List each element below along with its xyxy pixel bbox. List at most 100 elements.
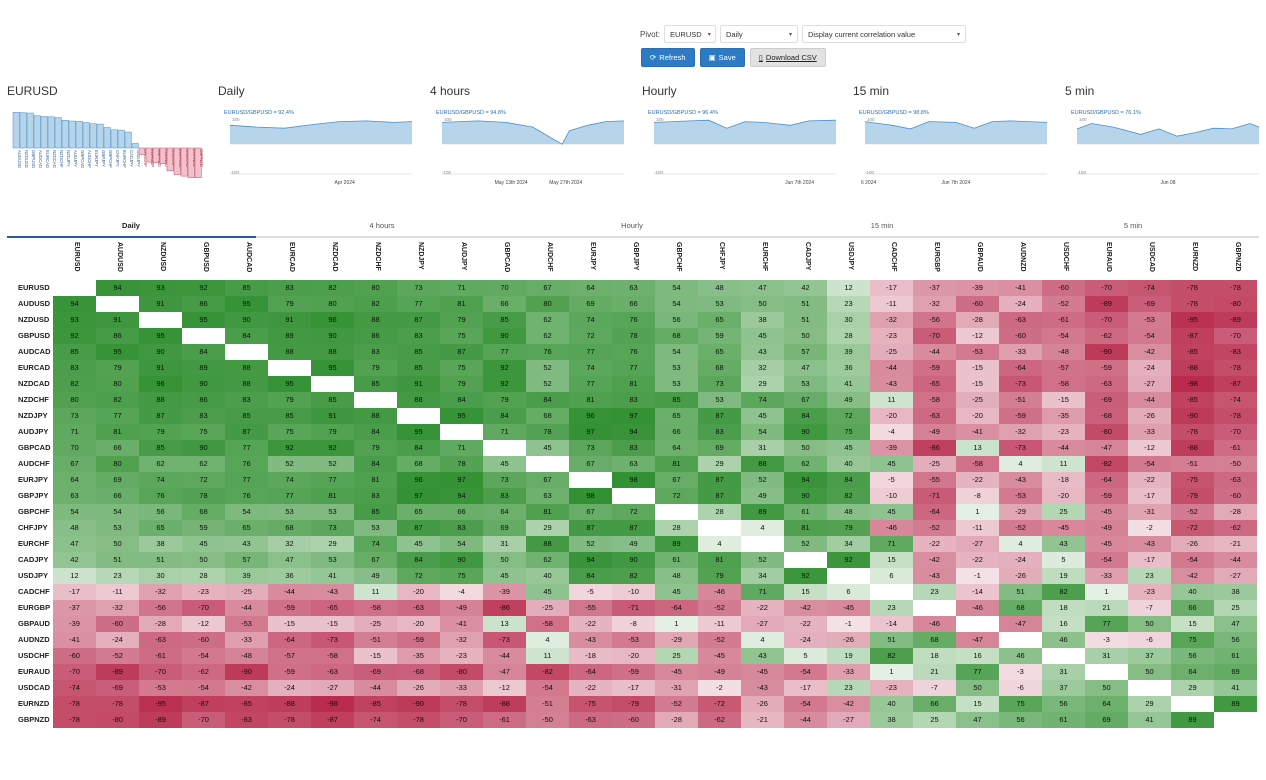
correlation-cell[interactable]: -70: [139, 664, 182, 680]
correlation-cell[interactable]: 66: [612, 296, 655, 312]
correlation-cell[interactable]: 82: [1042, 584, 1085, 600]
correlation-cell[interactable]: 38: [870, 712, 913, 728]
correlation-cell[interactable]: -37: [913, 280, 956, 296]
correlation-cell[interactable]: -64: [1085, 472, 1128, 488]
correlation-cell[interactable]: -15: [311, 616, 354, 632]
correlation-cell[interactable]: -78: [397, 712, 440, 728]
correlation-cell[interactable]: -82: [526, 664, 569, 680]
correlation-cell[interactable]: -44: [354, 680, 397, 696]
correlation-cell[interactable]: 48: [53, 520, 96, 536]
correlation-cell[interactable]: 89: [655, 536, 698, 552]
correlation-cell[interactable]: -89: [96, 664, 139, 680]
correlation-cell[interactable]: 41: [1214, 680, 1257, 696]
correlation-cell[interactable]: -6: [1128, 632, 1171, 648]
correlation-cell[interactable]: 43: [1042, 536, 1085, 552]
correlation-cell[interactable]: 83: [612, 392, 655, 408]
correlation-cell[interactable]: -74: [1128, 280, 1171, 296]
correlation-cell[interactable]: 71: [53, 424, 96, 440]
correlation-cell[interactable]: 94: [569, 552, 612, 568]
correlation-cell[interactable]: 81: [440, 296, 483, 312]
correlation-cell[interactable]: 74: [268, 472, 311, 488]
correlation-cell[interactable]: [569, 472, 612, 488]
correlation-cell[interactable]: 90: [225, 312, 268, 328]
correlation-cell[interactable]: 83: [354, 488, 397, 504]
correlation-cell[interactable]: -58: [526, 616, 569, 632]
correlation-cell[interactable]: 87: [139, 408, 182, 424]
correlation-cell[interactable]: -58: [1042, 376, 1085, 392]
correlation-cell[interactable]: 53: [268, 504, 311, 520]
correlation-cell[interactable]: -61: [139, 648, 182, 664]
correlation-cell[interactable]: 71: [483, 424, 526, 440]
column-header[interactable]: EURGBP: [913, 240, 956, 278]
correlation-cell[interactable]: -25: [956, 392, 999, 408]
correlation-cell[interactable]: -45: [655, 664, 698, 680]
correlation-cell[interactable]: -82: [1085, 456, 1128, 472]
correlation-cell[interactable]: -78: [1214, 408, 1257, 424]
correlation-cell[interactable]: 4: [741, 520, 784, 536]
correlation-cell[interactable]: -73: [311, 632, 354, 648]
correlation-cell[interactable]: -47: [483, 664, 526, 680]
column-header[interactable]: CHFJPY: [698, 240, 741, 278]
correlation-cell[interactable]: 75: [268, 424, 311, 440]
correlation-cell[interactable]: -90: [225, 664, 268, 680]
correlation-cell[interactable]: 84: [526, 392, 569, 408]
correlation-cell[interactable]: 95: [311, 360, 354, 376]
correlation-cell[interactable]: 80: [96, 376, 139, 392]
correlation-cell[interactable]: -44: [1042, 440, 1085, 456]
correlation-cell[interactable]: 16: [1042, 616, 1085, 632]
correlation-cell[interactable]: 56: [139, 504, 182, 520]
correlation-cell[interactable]: 29: [311, 536, 354, 552]
correlation-cell[interactable]: 54: [741, 424, 784, 440]
correlation-cell[interactable]: 87: [440, 344, 483, 360]
pivot-select[interactable]: EURUSD ▾: [664, 25, 717, 43]
correlation-cell[interactable]: -98: [311, 696, 354, 712]
correlation-cell[interactable]: 50: [784, 328, 827, 344]
correlation-cell[interactable]: 4: [741, 632, 784, 648]
correlation-cell[interactable]: 64: [1085, 696, 1128, 712]
correlation-cell[interactable]: 23: [913, 584, 956, 600]
correlation-cell[interactable]: -35: [1042, 408, 1085, 424]
correlation-cell[interactable]: 81: [311, 488, 354, 504]
correlation-cell[interactable]: 49: [741, 488, 784, 504]
correlation-cell[interactable]: -32: [870, 312, 913, 328]
correlation-cell[interactable]: 77: [1085, 616, 1128, 632]
correlation-cell[interactable]: 67: [784, 392, 827, 408]
correlation-cell[interactable]: 94: [784, 472, 827, 488]
correlation-cell[interactable]: 52: [526, 376, 569, 392]
correlation-cell[interactable]: 64: [483, 504, 526, 520]
correlation-cell[interactable]: -43: [311, 584, 354, 600]
correlation-cell[interactable]: -51: [526, 696, 569, 712]
correlation-cell[interactable]: -7: [1128, 600, 1171, 616]
correlation-cell[interactable]: 80: [311, 296, 354, 312]
correlation-cell[interactable]: -42: [784, 600, 827, 616]
correlation-cell[interactable]: 68: [655, 328, 698, 344]
correlation-cell[interactable]: -15: [1042, 392, 1085, 408]
correlation-cell[interactable]: -22: [956, 472, 999, 488]
correlation-cell[interactable]: 82: [827, 488, 870, 504]
correlation-cell[interactable]: 91: [139, 360, 182, 376]
correlation-cell[interactable]: -85: [354, 696, 397, 712]
correlation-cell[interactable]: 81: [612, 376, 655, 392]
correlation-cell[interactable]: 83: [182, 408, 225, 424]
correlation-cell[interactable]: 73: [311, 520, 354, 536]
correlation-cell[interactable]: [397, 408, 440, 424]
correlation-cell[interactable]: 28: [182, 568, 225, 584]
correlation-cell[interactable]: 79: [440, 312, 483, 328]
correlation-cell[interactable]: 95: [268, 376, 311, 392]
correlation-cell[interactable]: -23: [1128, 584, 1171, 600]
correlation-cell[interactable]: -69: [96, 680, 139, 696]
correlation-cell[interactable]: 67: [655, 472, 698, 488]
correlation-cell[interactable]: 85: [311, 392, 354, 408]
correlation-cell[interactable]: 77: [569, 344, 612, 360]
correlation-cell[interactable]: -65: [311, 600, 354, 616]
tab-15min[interactable]: 15 min: [870, 221, 894, 230]
correlation-cell[interactable]: 68: [182, 504, 225, 520]
correlation-cell[interactable]: 84: [182, 344, 225, 360]
correlation-cell[interactable]: 64: [1171, 664, 1214, 680]
correlation-cell[interactable]: 82: [354, 296, 397, 312]
correlation-cell[interactable]: -2: [1128, 520, 1171, 536]
column-header[interactable]: NZDCHF: [354, 240, 397, 278]
correlation-cell[interactable]: 96: [397, 472, 440, 488]
download-csv-button[interactable]: ▯ Download CSV: [749, 48, 826, 67]
correlation-cell[interactable]: 66: [96, 488, 139, 504]
